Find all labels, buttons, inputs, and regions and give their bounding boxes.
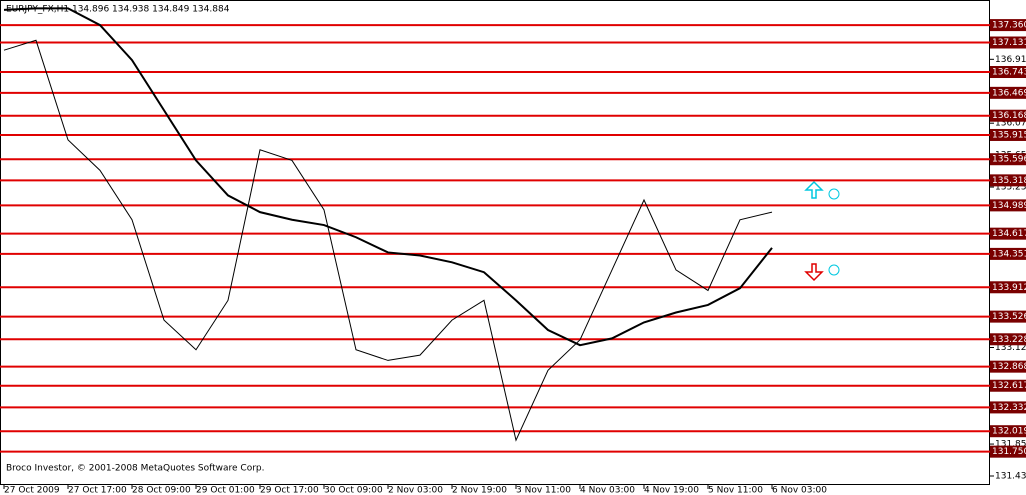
series-line xyxy=(3,7,773,347)
level-label: 131.750 xyxy=(992,447,1026,457)
y-tick-label: 135.230 xyxy=(995,183,1026,193)
x-tick-label: 4 Nov 03:00 xyxy=(580,486,635,495)
thumb-icon xyxy=(828,264,840,276)
level-label-bg xyxy=(990,401,1026,414)
level-label-bg xyxy=(990,66,1026,79)
x-tick-label: 27 Oct 17:00 xyxy=(68,486,127,495)
x-tick-label: 27 Oct 2009 xyxy=(4,486,60,495)
up-arrow xyxy=(804,180,824,199)
chart-title: EURJPY_FX,H1 134.896 134.938 134.849 134… xyxy=(6,5,230,15)
y-tick-label: 133.120 xyxy=(995,343,1026,353)
x-tick-label: 28 Oct 09:00 xyxy=(132,486,191,495)
level-label-bg xyxy=(990,310,1026,323)
signal-icons xyxy=(804,180,840,282)
level-label-bg xyxy=(990,128,1026,141)
copyright: Broco Investor, © 2001-2008 MetaQuotes S… xyxy=(6,464,265,474)
level-label: 136.168 xyxy=(992,111,1026,121)
y-tick-label: 136.070 xyxy=(995,119,1026,129)
x-tick-label: 6 Nov 03:00 xyxy=(772,486,827,495)
x-tick-label: 30 Oct 09:00 xyxy=(324,486,383,495)
y-tick-label: 136.910 xyxy=(995,55,1026,65)
series-line xyxy=(3,39,773,442)
level-label: 136.743 xyxy=(992,68,1026,78)
level-label: 136.469 xyxy=(992,88,1026,98)
x-tick-label: 2 Nov 19:00 xyxy=(452,486,507,495)
plot-frame xyxy=(0,0,990,485)
x-tick-label: 2 Nov 03:00 xyxy=(388,486,443,495)
level-label-bg xyxy=(990,199,1026,212)
x-tick-label: 29 Oct 17:00 xyxy=(260,486,319,495)
level-label: 135.596 xyxy=(992,155,1026,165)
level-label-bg xyxy=(990,227,1026,240)
level-label: 137.360 xyxy=(992,21,1026,31)
x-tick-label: 5 Nov 11:00 xyxy=(708,486,763,495)
level-label: 134.617 xyxy=(992,229,1026,239)
x-tick-label: 4 Nov 19:00 xyxy=(644,486,699,495)
level-label: 132.019 xyxy=(992,427,1026,437)
level-label: 133.912 xyxy=(992,283,1026,293)
level-label-bg xyxy=(990,360,1026,373)
level-label-bg xyxy=(990,247,1026,260)
level-label: 132.868 xyxy=(992,362,1026,372)
level-label: 135.318 xyxy=(992,176,1026,186)
y-tick-label: 131.850 xyxy=(995,440,1026,450)
level-label: 134.351 xyxy=(992,249,1026,259)
level-label-bg xyxy=(990,281,1026,294)
level-label: 132.332 xyxy=(992,403,1026,413)
level-label-bg xyxy=(990,379,1026,392)
level-label-bg xyxy=(990,174,1026,187)
x-tick-label: 29 Oct 01:00 xyxy=(196,486,255,495)
y-tick-label: 131.430 xyxy=(995,472,1026,482)
level-label-bg xyxy=(990,19,1026,32)
level-label-bg xyxy=(990,153,1026,166)
level-label-bg xyxy=(990,109,1026,122)
level-label: 133.526 xyxy=(992,312,1026,322)
level-label: 135.915 xyxy=(992,130,1026,140)
thumb-icon xyxy=(828,188,840,200)
level-label-bg xyxy=(990,425,1026,438)
x-tick-label: 3 Nov 11:00 xyxy=(516,486,571,495)
level-label: 137.131 xyxy=(992,38,1026,48)
level-label: 134.989 xyxy=(992,201,1026,211)
level-label-bg xyxy=(990,445,1026,458)
down-arrow xyxy=(804,263,824,282)
level-label: 133.228 xyxy=(992,335,1026,345)
level-label: 132.617 xyxy=(992,381,1026,391)
level-label-bg xyxy=(990,333,1026,346)
level-label-bg xyxy=(990,36,1026,49)
level-label-bg xyxy=(990,86,1026,99)
